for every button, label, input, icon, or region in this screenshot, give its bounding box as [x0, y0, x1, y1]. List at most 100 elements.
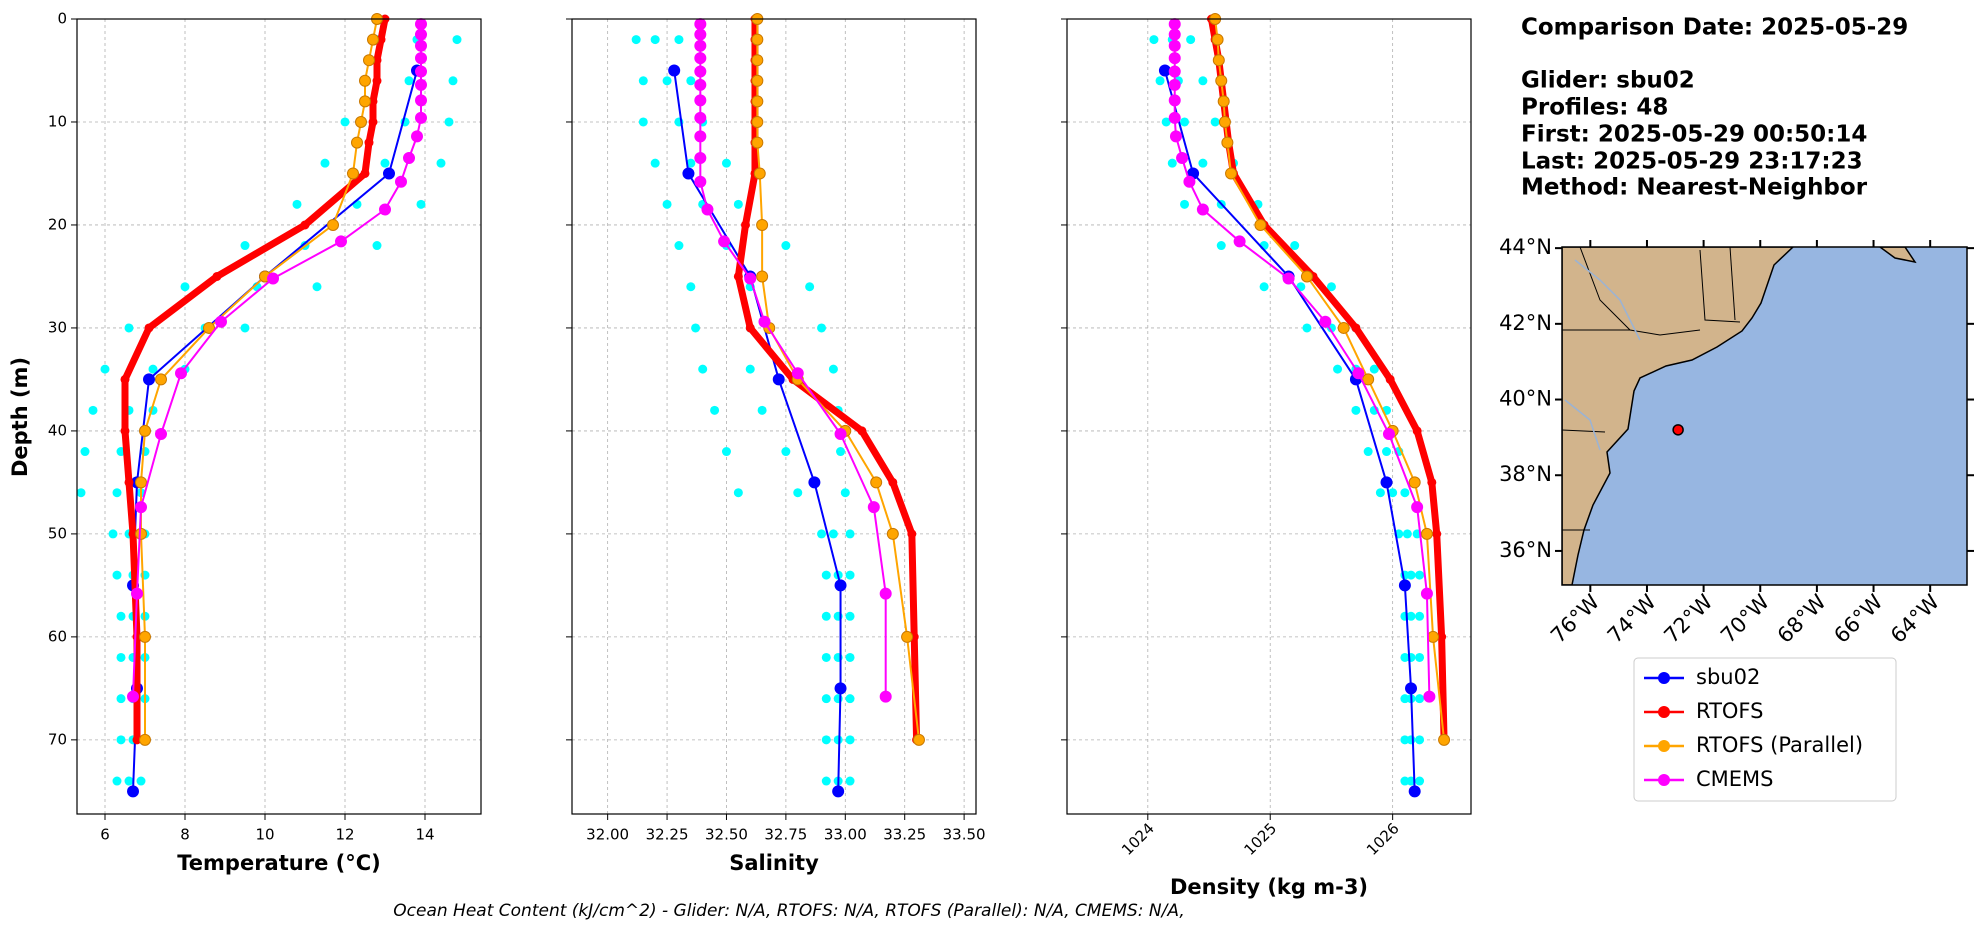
series-marker: [1218, 115, 1231, 128]
series-marker: [411, 130, 423, 143]
glider-point: [733, 488, 743, 498]
y-tick-label: 0: [57, 10, 67, 28]
series-marker: [879, 587, 892, 600]
series-marker: [1412, 426, 1422, 436]
series-marker: [791, 367, 804, 380]
series-marker: [1158, 64, 1171, 77]
series-marker: [832, 785, 845, 798]
glider-point: [136, 776, 146, 786]
series-marker: [139, 630, 151, 643]
glider-point: [821, 776, 831, 786]
series-marker: [1411, 501, 1424, 514]
glider-point: [817, 529, 827, 539]
glider-point: [1333, 364, 1343, 374]
series-marker: [694, 65, 707, 78]
glider-point: [721, 158, 731, 168]
x-tick-label: 32.00: [586, 826, 629, 844]
x-tick-label: 32.75: [764, 826, 807, 844]
glider-point: [116, 652, 126, 662]
glider-point: [721, 447, 731, 457]
glider-point: [108, 529, 118, 539]
series-marker: [1168, 65, 1181, 78]
glider-point: [1388, 488, 1398, 498]
glider-point: [124, 323, 134, 333]
y-tick-label: 20: [48, 215, 67, 233]
series-marker: [415, 39, 427, 52]
glider-point: [845, 652, 855, 662]
series-marker: [740, 220, 750, 230]
series-marker: [751, 136, 764, 149]
series-marker: [907, 529, 917, 539]
glider-point: [1180, 199, 1190, 209]
series-marker: [756, 218, 769, 231]
glider-point: [662, 76, 672, 86]
series-marker: [335, 235, 347, 248]
glider-point: [1406, 735, 1416, 745]
land: [1878, 247, 1917, 264]
x-tick-label: 12: [335, 826, 354, 844]
glider-point: [650, 35, 660, 45]
series-marker: [359, 95, 371, 108]
series-marker: [808, 476, 821, 489]
series-marker: [1427, 477, 1437, 487]
series-marker: [756, 270, 769, 283]
series-marker: [1211, 33, 1224, 46]
glider-point: [698, 364, 708, 374]
glider-point: [821, 570, 831, 580]
info-line: First: 2025-05-29 00:50:14: [1521, 122, 1867, 148]
series-marker: [1176, 152, 1189, 165]
y-tick-label: 40°N: [1499, 387, 1552, 411]
series-marker: [694, 130, 707, 143]
y-tick-label: 60: [48, 627, 67, 645]
series-marker: [203, 321, 215, 334]
x-tick-label: 70°W: [1716, 590, 1774, 648]
glider-point: [686, 282, 696, 292]
glider-point: [1149, 35, 1159, 45]
series-marker: [1168, 78, 1181, 91]
series-marker: [327, 218, 339, 231]
series-marker: [124, 477, 134, 487]
glider-point: [1167, 158, 1177, 168]
x-tick-label: 14: [415, 826, 434, 844]
glider-point: [821, 611, 831, 621]
y-tick-label: 38°N: [1499, 462, 1552, 486]
legend-label: CMEMS: [1696, 767, 1774, 791]
glider-point: [638, 76, 648, 86]
x-tick-label: 6: [100, 826, 110, 844]
series-marker: [733, 271, 743, 281]
x-axis-label: Salinity: [729, 851, 819, 875]
glider-point: [1415, 611, 1425, 621]
series-marker: [1300, 270, 1313, 283]
series-marker: [139, 733, 151, 746]
plot-frame: [1066, 18, 1472, 815]
glider-point: [1198, 158, 1208, 168]
land: [1562, 247, 1795, 585]
series-marker: [870, 476, 883, 489]
series-marker: [1420, 587, 1433, 600]
glider-point: [116, 611, 126, 621]
glider-point: [448, 76, 458, 86]
glider-point: [112, 570, 122, 580]
glider-point: [116, 735, 126, 745]
series-marker: [694, 94, 707, 107]
glider-point: [1406, 570, 1416, 580]
series-marker: [1385, 374, 1395, 384]
glider-point: [1363, 447, 1373, 457]
glider-point: [821, 652, 831, 662]
glider-point: [805, 282, 815, 292]
series-marker: [694, 175, 707, 188]
glider-point: [1302, 323, 1312, 333]
glider-point: [662, 199, 672, 209]
series-marker: [694, 18, 707, 31]
series-marker: [1225, 167, 1238, 180]
series-marker: [131, 587, 143, 600]
series-marker: [1337, 321, 1350, 334]
series-marker: [212, 271, 222, 281]
series-marker: [403, 152, 415, 165]
info-line: Last: 2025-05-29 23:17:23: [1521, 149, 1863, 175]
glider-point: [340, 117, 350, 127]
y-tick-label: 42°N: [1499, 311, 1552, 335]
glider-point: [1415, 652, 1425, 662]
glider-point: [1259, 282, 1269, 292]
series-marker: [751, 33, 764, 46]
